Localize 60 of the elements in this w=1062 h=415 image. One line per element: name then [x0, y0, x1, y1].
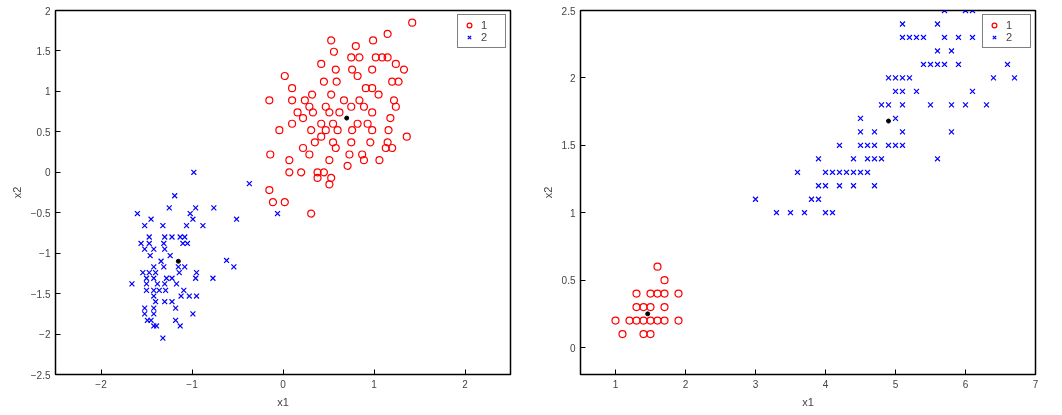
legend-label: 1 [1006, 19, 1014, 31]
point [653, 316, 662, 325]
point [660, 276, 669, 285]
y-tick-label: 1 [569, 207, 576, 219]
point [646, 289, 655, 298]
point [639, 329, 648, 339]
x-axis-title: x1 [802, 395, 814, 408]
x-tick-label: 0 [280, 378, 287, 390]
point [660, 289, 669, 298]
x-tick-label: 6 [962, 378, 969, 390]
y-tick-label: 1.5 [561, 140, 576, 152]
x-tick-label: 1 [371, 378, 378, 390]
point [674, 316, 683, 325]
x-tick-label: −1 [186, 378, 199, 390]
point [632, 289, 641, 298]
y-tick-label: 0.5 [561, 275, 576, 287]
point [886, 118, 891, 124]
point [645, 311, 651, 317]
x-tick-label: 2 [462, 378, 469, 390]
point [653, 262, 662, 271]
y-tick-label: −1.5 [30, 288, 51, 300]
y-tick-label: 2 [569, 72, 576, 84]
y-tick-label: −2.5 [30, 369, 51, 381]
point [646, 303, 655, 312]
point [660, 316, 669, 325]
x-tick-label: 5 [892, 378, 899, 390]
legend-label: 2 [1006, 31, 1014, 43]
x-tick-label: 1 [612, 378, 619, 390]
y-axis-title: x2 [541, 186, 554, 199]
point [632, 303, 641, 312]
y-axis-title: x2 [10, 186, 23, 199]
y-tick-label: −2 [39, 329, 51, 341]
x-tick-label: 4 [822, 378, 829, 390]
point [618, 329, 627, 339]
y-tick-label: 2.5 [561, 5, 576, 17]
point [625, 316, 634, 325]
y-tick-label: 0 [569, 342, 576, 354]
point [611, 316, 620, 325]
point [674, 289, 683, 298]
x-tick-label: −2 [95, 378, 108, 390]
point [639, 303, 648, 312]
point [646, 329, 655, 339]
legend-label: 1 [481, 19, 489, 31]
y-tick-label: 0 [44, 167, 51, 179]
x-axis-title: x1 [277, 395, 289, 408]
point [653, 289, 662, 298]
y-tick-label: −1 [39, 248, 51, 260]
y-tick-label: 0.5 [36, 126, 51, 138]
point [639, 316, 648, 325]
y-tick-label: −0.5 [30, 207, 51, 219]
x-tick-label: 7 [1032, 378, 1039, 390]
point [646, 316, 655, 325]
legend-label: 2 [481, 31, 489, 43]
x-tick-label: 2 [682, 378, 689, 390]
point [632, 316, 641, 325]
point [660, 303, 669, 312]
y-tick-label: 2 [44, 5, 51, 17]
y-tick-label: 1.5 [36, 45, 51, 57]
x-tick-label: 3 [752, 378, 759, 390]
y-tick-label: 1 [44, 86, 51, 98]
